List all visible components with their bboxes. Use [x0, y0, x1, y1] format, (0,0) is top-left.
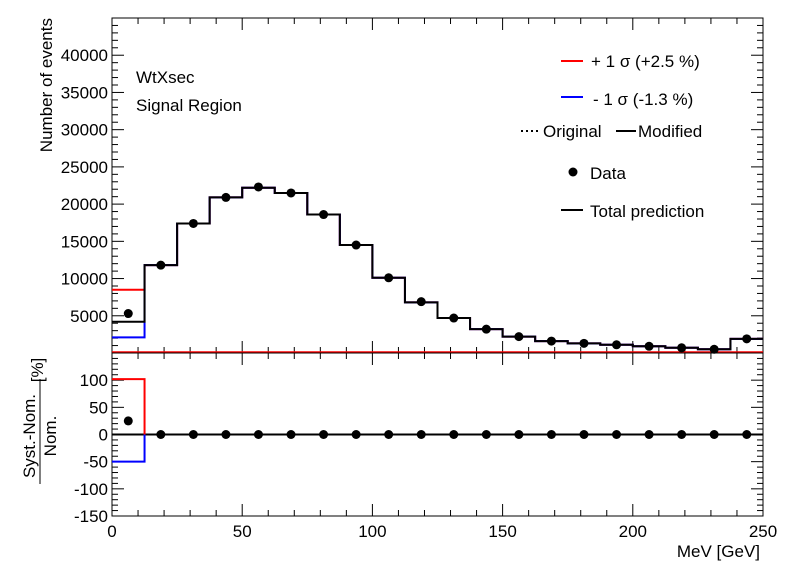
x-tick-label: 50 [233, 522, 252, 541]
ratio-data-point [384, 430, 394, 439]
ratio-data-point [253, 430, 263, 439]
data-point [546, 336, 556, 346]
ratio-data-point [449, 430, 459, 439]
ratio-x-axis: 0 50 100 150 200 250 [107, 353, 777, 541]
legend: + 1 σ (+2.5 %) - 1 σ (-1.3 %) Original M… [521, 52, 704, 221]
ratio-y-tick-label: 100 [80, 371, 108, 390]
main-y-tick-label: 30000 [61, 121, 108, 140]
ratio-data-point [514, 430, 524, 439]
x-axis-label: MeV [GeV] [677, 542, 760, 561]
ratio-data-point [351, 430, 361, 439]
data-point [481, 324, 491, 334]
main-y-axis: 5000 10000 15000 20000 25000 30000 35000 40000 [61, 24, 763, 347]
legend-data-marker [568, 167, 578, 177]
ratio-y-tick-label: -150 [74, 507, 108, 526]
ratio-data-point [742, 430, 752, 439]
ratio-ylabel-denominator: Nom. [41, 416, 60, 457]
legend-total-label: Total prediction [590, 202, 704, 221]
annotation-signal-region: Signal Region [136, 96, 242, 115]
ratio-y-tick-label: -50 [83, 453, 108, 472]
data-point [644, 341, 654, 351]
data-point [188, 218, 198, 228]
x-tick-label: 250 [749, 522, 777, 541]
legend-original-label: Original [543, 122, 602, 141]
annotation-wtxsec: WtXsec [136, 68, 195, 87]
data-point [384, 273, 394, 283]
data-point [742, 334, 752, 344]
ratio-data-point [221, 430, 231, 439]
ratio-data-points [123, 416, 752, 439]
main-y-tick-label: 5000 [70, 307, 108, 326]
data-point [677, 343, 687, 353]
x-tick-label: 100 [358, 522, 386, 541]
legend-up-label: + 1 σ (+2.5 %) [591, 52, 700, 71]
legend-modified-label: Modified [638, 122, 702, 141]
main-y-tick-label: 25000 [61, 158, 108, 177]
data-point [416, 297, 426, 307]
legend-data-label: Data [590, 164, 626, 183]
ratio-data-point [416, 430, 426, 439]
main-y-tick-label: 15000 [61, 232, 108, 251]
ratio-data-point [188, 430, 198, 439]
x-tick-label: 200 [619, 522, 647, 541]
ratio-data-point [579, 430, 589, 439]
ratio-y-tick-label: -100 [74, 480, 108, 499]
ratio-series-group [112, 378, 763, 463]
ratio-data-point [156, 430, 166, 439]
ratio-data-point [286, 430, 296, 439]
data-point [351, 240, 361, 250]
ratio-data-point [709, 430, 719, 439]
ratio-y-axis: -150 -100 -50 0 50 100 [74, 357, 763, 526]
x-tick-label: 150 [488, 522, 516, 541]
ratio-y-axis-label: Syst.-Nom. Nom. [%] [20, 358, 60, 484]
ratio-data-point [123, 416, 133, 426]
main-y-tick-label: 20000 [61, 195, 108, 214]
data-point [123, 309, 133, 319]
main-data-points [123, 182, 752, 354]
data-point [612, 340, 622, 350]
main-y-tick-label: 35000 [61, 83, 108, 102]
ratio-series--1- [112, 378, 146, 435]
ratio-y-tick-label: 50 [89, 398, 108, 417]
ratio-data-point [481, 430, 491, 439]
legend-down-label: - 1 σ (-1.3 %) [593, 90, 693, 109]
ratio-data-point [644, 430, 654, 439]
data-point [286, 188, 296, 198]
data-point [579, 338, 589, 348]
x-tick-label: 0 [107, 522, 116, 541]
main-y-tick-label: 10000 [61, 270, 108, 289]
ratio-data-point [319, 430, 329, 439]
data-point [156, 260, 166, 270]
ratio-ylabel-numerator: Syst.-Nom. [20, 394, 39, 478]
ratio-y-tick-label: 0 [99, 426, 108, 445]
main-y-tick-label: 40000 [61, 46, 108, 65]
ratio-ylabel-unit: [%] [28, 358, 47, 383]
data-point [319, 210, 329, 220]
data-point [221, 192, 231, 202]
data-point [514, 332, 524, 342]
main-y-axis-label: Number of events [37, 18, 56, 152]
ratio-data-point [546, 430, 556, 439]
ratio-data-point [612, 430, 622, 439]
data-point [709, 344, 719, 354]
ratio-series--1- [112, 434, 146, 463]
data-point [449, 313, 459, 323]
ratio-data-point [677, 430, 687, 439]
data-point [253, 182, 263, 192]
